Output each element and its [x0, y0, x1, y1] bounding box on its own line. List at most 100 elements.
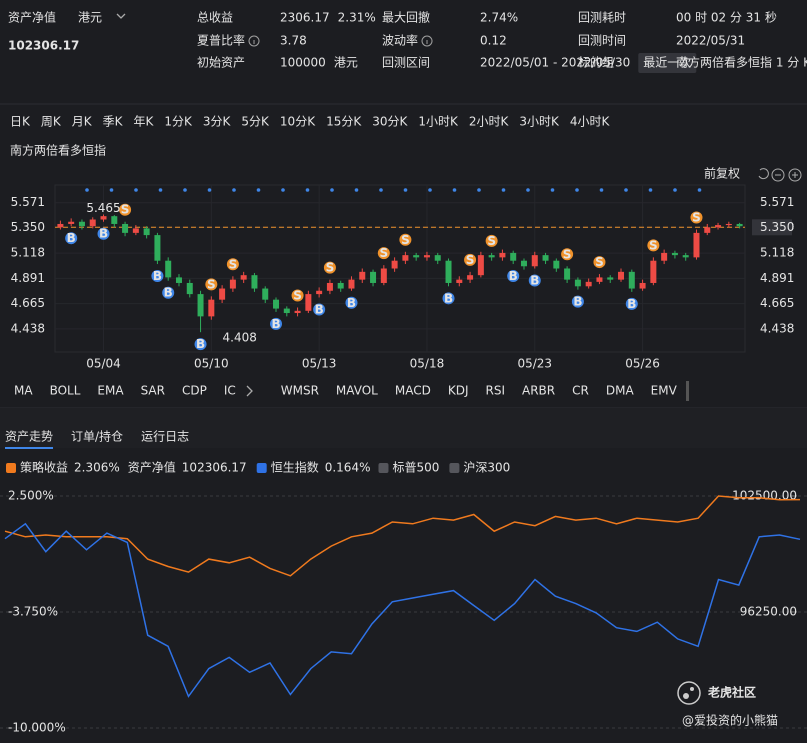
zoom-out-icon[interactable]	[771, 168, 785, 182]
legend-name[interactable]: 标普500	[392, 461, 439, 475]
period-tab[interactable]: 4小时K	[570, 115, 611, 129]
indicator-tab[interactable]: DMA	[606, 384, 635, 398]
indicator-tab[interactable]: MA	[14, 384, 33, 398]
series-line	[4, 522, 801, 698]
buy-marker	[194, 338, 207, 351]
indicator-tab[interactable]: CR	[572, 384, 589, 398]
dropdown-arrow[interactable]	[116, 13, 126, 19]
candle-body	[531, 255, 538, 267]
indicator-tab[interactable]: MACD	[395, 384, 431, 398]
period-tab[interactable]: 30分K	[372, 115, 408, 129]
buy-marker	[571, 295, 584, 308]
legend-checkbox[interactable]	[449, 463, 460, 473]
indicator-tab[interactable]: EMV	[651, 384, 678, 398]
adjust-label[interactable]: 前复权	[704, 166, 740, 181]
candle-body	[553, 260, 560, 269]
sell-marker	[291, 289, 304, 302]
signal-dot	[379, 188, 383, 192]
candle-body	[283, 308, 290, 314]
signal-dot	[256, 188, 261, 192]
period-tab[interactable]: 年K	[134, 115, 155, 129]
candle-body	[165, 260, 172, 278]
candle-body	[693, 232, 700, 258]
nav-value: 102306.17	[8, 39, 79, 53]
watermark-author: @爱投资的小熊猫	[682, 713, 778, 728]
period-tab[interactable]: 1分K	[164, 115, 193, 129]
period-tab[interactable]: 日K	[10, 115, 31, 129]
candle-body	[542, 255, 549, 261]
indicator-tab[interactable]: KDJ	[448, 384, 469, 398]
period-tab[interactable]: 季K	[103, 115, 124, 129]
metric-label: 波动率	[382, 33, 418, 48]
legend-name[interactable]: 沪深300	[463, 461, 510, 475]
indicator-tab[interactable]: IC	[224, 384, 236, 398]
legend-name[interactable]: 策略收益	[20, 460, 68, 475]
y-tick-label-right: 4.665	[760, 296, 794, 310]
trade-label: B	[315, 302, 324, 316]
indicator-tab[interactable]: SAR	[141, 384, 165, 398]
section-tab[interactable]: 订单/持仓	[71, 429, 123, 444]
period-tab[interactable]: 月K	[72, 115, 93, 129]
legend-checkbox[interactable]	[378, 463, 389, 473]
signal-dot	[575, 188, 579, 192]
x-tick-label: 05/13	[302, 357, 337, 371]
section-tab[interactable]: 运行日志	[141, 430, 189, 444]
candle-body	[359, 271, 366, 280]
candle-body	[639, 282, 646, 289]
period-tab[interactable]: 3分K	[203, 115, 232, 129]
y-tick-label: 4.665	[11, 296, 45, 310]
section-tab[interactable]: 资产走势	[5, 430, 53, 444]
signal-dot	[330, 188, 334, 192]
period-tab[interactable]: 2小时K	[469, 115, 510, 129]
indicator-tab[interactable]: CDP	[182, 384, 207, 398]
sell-marker	[323, 261, 336, 274]
legend-checkbox[interactable]	[256, 463, 267, 473]
y-tick-label: 5.350	[11, 220, 45, 234]
period-tab[interactable]: 15分K	[326, 115, 362, 129]
indicator-tab[interactable]: ARBR	[522, 384, 555, 398]
period-tab[interactable]: 1小时K	[418, 115, 459, 129]
signal-dot	[599, 188, 604, 192]
candle-body	[326, 282, 333, 291]
metric-value: 3.78	[280, 34, 307, 48]
signal-dot	[501, 188, 506, 192]
currency[interactable]: 港元	[78, 11, 102, 25]
y-tick-label-right: 4.891	[760, 271, 794, 285]
legend-name[interactable]: 恒生指数	[271, 460, 319, 475]
zoom-in-icon[interactable]	[788, 168, 802, 182]
info-icon[interactable]	[421, 35, 433, 47]
candle-body	[370, 271, 377, 283]
sell-marker	[226, 258, 239, 271]
period-tab[interactable]: 周K	[41, 115, 62, 129]
candle-body	[197, 294, 204, 317]
signal-dot	[648, 188, 653, 192]
legend-nav-value: 102306.17	[182, 461, 247, 475]
y-tick-label: 4.438	[11, 321, 45, 335]
signal-dot	[232, 188, 236, 192]
recent-button[interactable]	[638, 53, 697, 73]
series-line	[4, 495, 801, 577]
period-tab[interactable]: 3小时K	[519, 115, 560, 129]
candle-body	[175, 277, 182, 283]
paw-icon	[677, 681, 701, 705]
indicator-tab[interactable]: RSI	[486, 384, 506, 398]
recent-button-label[interactable]: 最近一次	[643, 56, 691, 70]
period-tab[interactable]: 5分K	[241, 115, 270, 129]
info-icon[interactable]	[248, 35, 260, 47]
y-tick-label: -10.000%	[8, 720, 66, 734]
y-tick-label-right: 5.571	[760, 195, 794, 209]
candle-body	[661, 252, 668, 261]
low-label: 4.408	[223, 331, 257, 345]
signal-dot	[207, 188, 212, 192]
legend-checkbox[interactable]	[6, 463, 16, 473]
scroll-arrow[interactable]	[246, 385, 253, 397]
candle-body	[585, 281, 592, 287]
reset-icon[interactable]	[758, 168, 769, 180]
indicator-tab[interactable]: BOLL	[50, 384, 81, 398]
period-tab[interactable]: 10分K	[280, 115, 316, 129]
indicator-tab[interactable]: MAVOL	[336, 384, 378, 398]
indicator-tab[interactable]: EMA	[97, 384, 124, 398]
indicator-tab[interactable]: WMSR	[281, 384, 319, 398]
